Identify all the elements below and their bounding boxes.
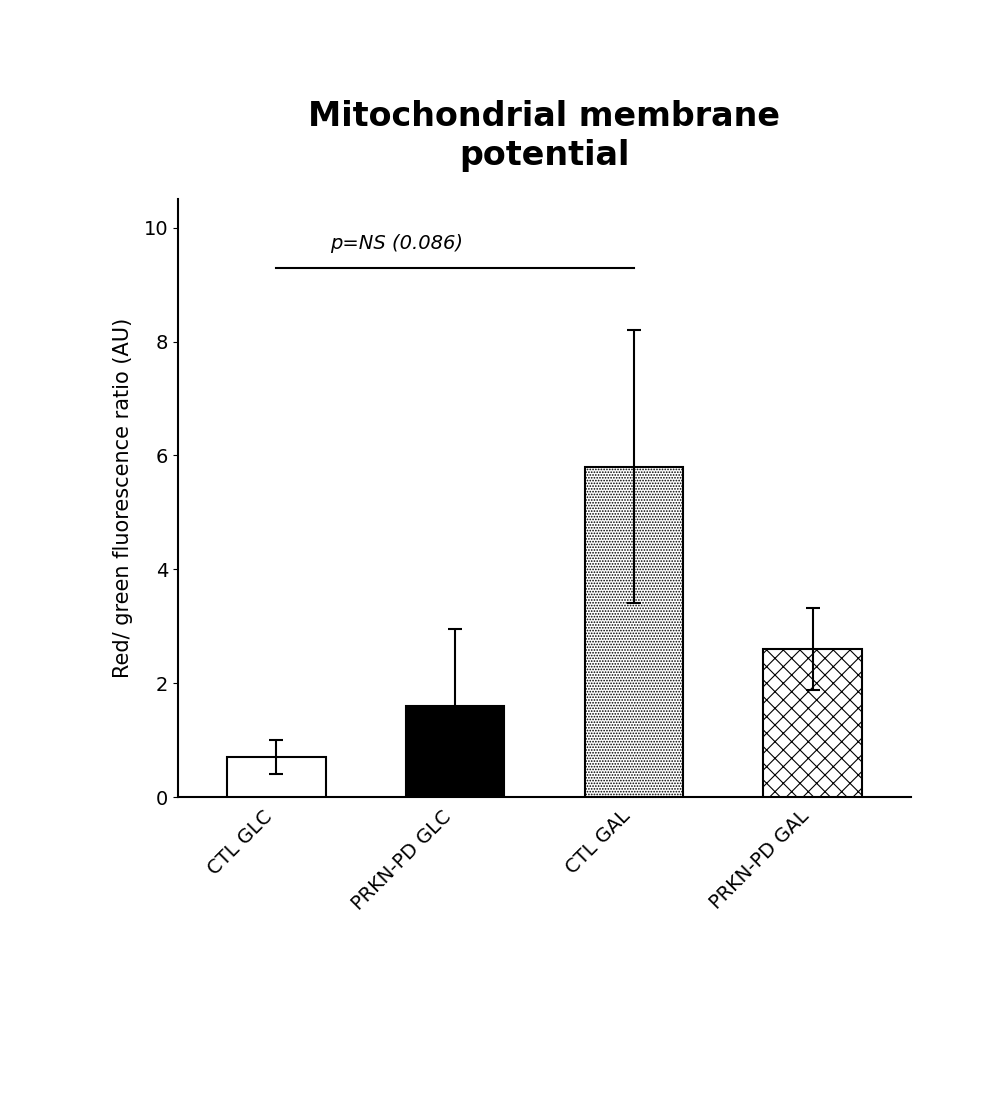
Bar — [406, 706, 504, 797]
Bar — [585, 467, 683, 797]
Text: p=NS (0.086): p=NS (0.086) — [330, 235, 463, 254]
Bar — [228, 757, 326, 797]
Title: Mitochondrial membrane
potential: Mitochondrial membrane potential — [309, 101, 780, 172]
Y-axis label: Red/ green fluorescence ratio (AU): Red/ green fluorescence ratio (AU) — [113, 318, 133, 679]
Bar — [763, 649, 861, 797]
